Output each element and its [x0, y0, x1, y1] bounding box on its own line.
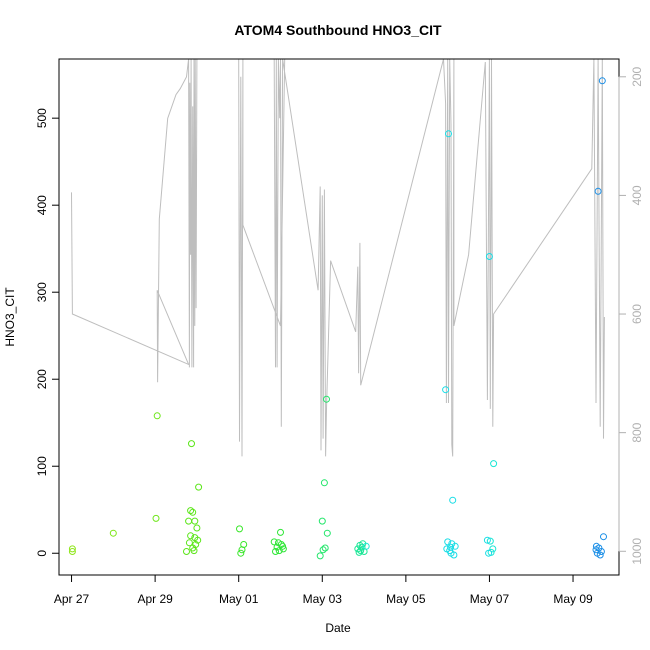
data-point: [187, 507, 195, 515]
data-point: [187, 532, 195, 540]
data-point: [192, 541, 200, 548]
data-point: [442, 386, 450, 394]
data-point: [240, 541, 248, 548]
y-tick-label: 400: [35, 195, 49, 215]
chart-title: ATOM4 Southbound HNO3_CIT: [234, 22, 442, 38]
data-point: [277, 528, 284, 536]
data-point: [486, 537, 494, 545]
data-point: [483, 536, 491, 544]
data-point: [596, 551, 604, 559]
data-point: [320, 479, 328, 487]
right-tick-label: 600: [630, 304, 644, 324]
y-tick-label: 100: [35, 456, 49, 476]
data-point: [272, 548, 279, 555]
data-point: [600, 533, 607, 541]
data-point: [355, 548, 363, 556]
x-tick-label: May 01: [219, 592, 259, 606]
scatter-points-layer: [68, 77, 607, 560]
y-tick-label: 300: [35, 282, 49, 302]
data-point: [193, 524, 201, 532]
data-point: [451, 542, 459, 550]
data-point: [598, 77, 606, 85]
data-point: [189, 508, 197, 516]
data-point: [68, 548, 76, 555]
data-point: [485, 253, 493, 260]
data-point: [450, 551, 458, 559]
data-point: [449, 496, 457, 504]
y-axis: 0 100 200 300 400 500: [35, 108, 60, 557]
x-tick-label: May 09: [553, 592, 593, 606]
x-tick-label: May 05: [386, 592, 426, 606]
data-point: [594, 187, 602, 195]
data-point: [323, 529, 331, 537]
data-point: [185, 539, 193, 547]
data-point: [490, 460, 498, 468]
data-point: [362, 542, 370, 550]
data-point: [275, 547, 283, 555]
y-tick-label: 500: [35, 108, 49, 128]
data-point: [188, 440, 195, 448]
x-tick-label: Apr 27: [54, 592, 90, 606]
right-tick-label: 1000: [630, 538, 644, 565]
right-tick-label: 200: [630, 66, 644, 86]
data-point: [237, 549, 245, 557]
data-point: [194, 536, 202, 544]
data-point: [323, 395, 330, 403]
data-point: [485, 549, 493, 557]
data-point: [191, 517, 199, 525]
pressure-trace-layer: [71, 59, 605, 457]
data-point: [109, 529, 117, 537]
data-point: [316, 552, 324, 560]
x-tick-label: May 03: [303, 592, 343, 606]
data-point: [319, 546, 327, 554]
data-point: [68, 545, 76, 553]
x-axis-title: Date: [325, 621, 351, 635]
data-point: [183, 548, 190, 555]
right-tick-label: 800: [630, 422, 644, 442]
y-axis-title: HNO3_CIT: [3, 287, 17, 347]
pressure-trace-line: [71, 59, 605, 457]
x-axis: Apr 27 Apr 29 May 01 May 03 May 05 May 07 May …: [54, 574, 593, 606]
data-point: [445, 130, 452, 138]
data-point: [270, 538, 278, 546]
data-point: [195, 483, 203, 491]
data-point: [489, 545, 497, 553]
data-point: [153, 412, 161, 420]
data-point: [592, 542, 600, 550]
data-point: [236, 525, 243, 533]
data-point: [444, 538, 452, 546]
data-point: [443, 545, 451, 553]
data-point: [190, 547, 198, 555]
data-point: [279, 545, 287, 553]
data-point: [358, 543, 366, 551]
data-point: [357, 547, 365, 555]
right-tick-label: 400: [630, 185, 644, 205]
data-point: [277, 541, 285, 548]
x-tick-label: May 07: [470, 592, 510, 606]
x-tick-label: Apr 29: [137, 592, 173, 606]
data-point: [318, 517, 326, 525]
data-point: [597, 548, 605, 555]
data-point: [152, 514, 160, 522]
y-tick-label: 200: [35, 369, 49, 389]
y-tick-label: 0: [35, 550, 49, 557]
data-point: [321, 544, 329, 552]
right-pressure-axis: 200 400 600 800 1000: [618, 66, 644, 565]
